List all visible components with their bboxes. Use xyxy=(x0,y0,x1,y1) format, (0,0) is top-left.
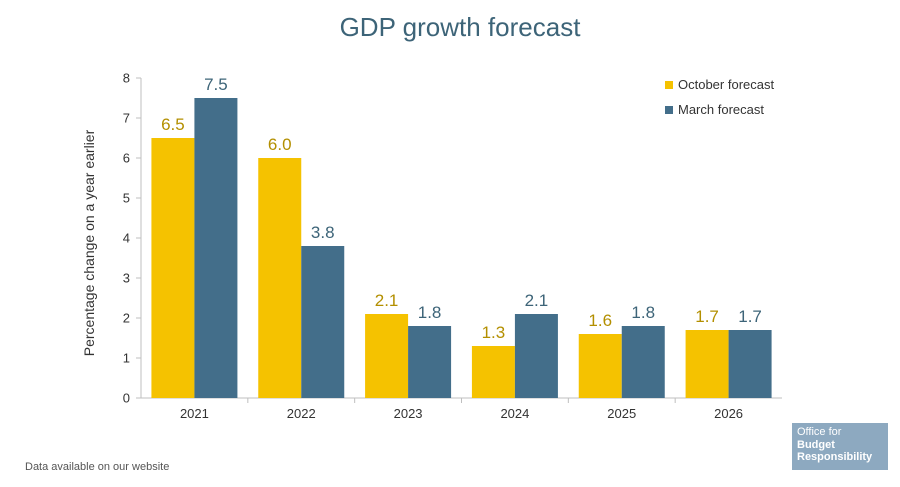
bar xyxy=(258,158,302,398)
y-tick-label: 2 xyxy=(123,311,130,326)
x-tick-label: 2025 xyxy=(607,406,636,421)
bar xyxy=(471,346,515,398)
y-tick-label: 4 xyxy=(123,231,130,246)
data-label: 1.7 xyxy=(738,307,762,326)
data-label: 6.0 xyxy=(268,135,292,154)
y-tick-label: 7 xyxy=(123,111,130,126)
legend: October forecast March forecast xyxy=(665,77,774,117)
data-label: 1.6 xyxy=(588,311,612,330)
axes: 0 1 2 3 4 5 6 7 8 2021 2022 2023 2024 2025 2026 xyxy=(123,71,782,421)
bar xyxy=(621,326,665,398)
bar xyxy=(685,330,729,398)
data-label: 1.7 xyxy=(695,307,719,326)
y-tick-label: 1 xyxy=(123,351,130,366)
legend-swatch xyxy=(665,106,673,114)
logo-line-3: Responsibility xyxy=(797,451,873,463)
data-label: 2.1 xyxy=(525,291,549,310)
footnote[interactable]: Data available on our website xyxy=(25,461,170,473)
legend-label: March forecast xyxy=(678,102,764,117)
bar xyxy=(514,314,558,398)
data-label: 1.8 xyxy=(418,303,442,322)
x-tick-label: 2023 xyxy=(394,406,423,421)
data-label: 2.1 xyxy=(375,291,399,310)
bar xyxy=(151,138,195,398)
logo-line-2: Budget xyxy=(797,438,835,451)
bar xyxy=(301,246,345,398)
bar xyxy=(365,314,409,398)
x-tick-label: 2021 xyxy=(180,406,209,421)
x-tick-label: 2026 xyxy=(714,406,743,421)
y-tick-label: 8 xyxy=(123,71,130,86)
bar xyxy=(408,326,452,398)
data-label: 6.5 xyxy=(161,115,185,134)
data-label: 1.3 xyxy=(482,323,506,342)
legend-label: October forecast xyxy=(678,77,774,92)
data-label: 1.8 xyxy=(631,303,655,322)
data-label: 7.5 xyxy=(204,75,228,94)
y-tick-label: 3 xyxy=(123,271,130,286)
bar xyxy=(578,334,622,398)
chart-title: GDP growth forecast xyxy=(340,12,582,42)
x-tick-label: 2024 xyxy=(500,406,529,421)
data-label: 3.8 xyxy=(311,223,335,242)
y-tick-label: 0 xyxy=(123,391,130,406)
y-tick-label: 5 xyxy=(123,191,130,206)
x-tick-label: 2022 xyxy=(287,406,316,421)
legend-swatch xyxy=(665,81,673,89)
y-tick-label: 6 xyxy=(123,151,130,166)
logo-line-1: Office for xyxy=(797,426,842,438)
bar xyxy=(194,98,238,398)
y-axis-label: Percentage change on a year earlier xyxy=(81,129,97,356)
obr-logo: Office for Budget Responsibility xyxy=(792,423,888,470)
bars: 6.5 7.5 6.0 3.8 2.1 1.8 1.3 2.1 1.6 1.8 1.7 1.7 xyxy=(151,75,772,398)
bar xyxy=(728,330,772,398)
